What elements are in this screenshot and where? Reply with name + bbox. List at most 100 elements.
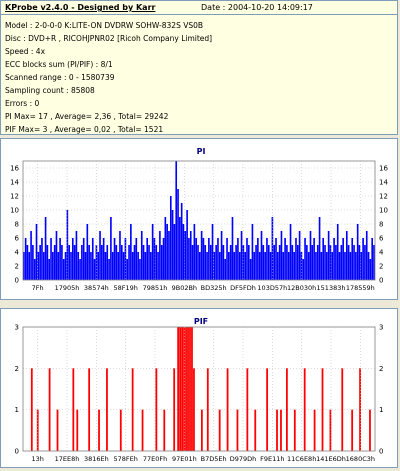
pi-bar — [155, 245, 158, 280]
pi-bar — [66, 210, 69, 280]
pi-bar — [307, 252, 310, 280]
pi-bar — [82, 238, 85, 280]
pif-bar — [187, 327, 189, 451]
pi-x-tick-label: 178559h — [346, 284, 375, 292]
pi-bar — [197, 245, 199, 280]
pif-bar — [359, 368, 361, 451]
pi-bar — [46, 245, 49, 280]
pi-bar — [209, 245, 212, 280]
pif-bar — [206, 368, 209, 451]
info-ecc-blocks: ECC blocks sum (PI/PIF) : 8/1 — [5, 60, 113, 69]
pif-chart-title: PIF — [194, 317, 208, 326]
pi-y-tick-right: 8 — [379, 221, 383, 229]
pif-bar — [106, 368, 108, 451]
pi-bar — [79, 259, 81, 280]
pi-y-tick-right: 6 — [379, 235, 384, 243]
pi-bar — [182, 224, 185, 280]
pi-y-tick-right: 2 — [379, 263, 383, 271]
pi-bar — [318, 217, 321, 280]
pi-bar — [175, 161, 178, 280]
app-title: KProbe v2.4.0 - Designed by Karr — [5, 3, 156, 12]
pi-bar — [180, 203, 183, 280]
pi-bar — [30, 231, 32, 280]
pi-x-tick-label: 12B030h — [287, 284, 316, 292]
info-model: Model : 2-0-0-0 K:LITE-ON DVDRW SOHW-832… — [5, 21, 204, 30]
pi-bar — [320, 252, 323, 280]
pi-bar — [220, 231, 223, 280]
pif-bar — [193, 368, 195, 451]
pi-y-tick-left: 16 — [10, 165, 19, 173]
pif-bar — [183, 327, 185, 451]
pi-bar — [302, 259, 305, 280]
pi-bar — [102, 238, 105, 280]
pi-bar — [169, 196, 172, 280]
pi-y-tick-left: 8 — [15, 221, 19, 229]
pi-bar — [296, 245, 299, 280]
pi-bar — [81, 245, 83, 280]
pif-y-tick-right: 2 — [379, 365, 383, 373]
pif-y-tick-left: 1 — [15, 406, 19, 414]
pi-bar — [373, 245, 375, 280]
pi-bar — [199, 252, 201, 280]
pif-bar — [246, 368, 249, 451]
pi-bar — [164, 217, 167, 280]
pi-bar — [364, 245, 366, 280]
pi-bar — [360, 252, 363, 280]
pif-y-tick-right: 1 — [379, 406, 383, 414]
pif-bar — [98, 409, 100, 451]
pi-bar — [293, 252, 295, 280]
pif-bar — [189, 327, 191, 451]
pi-bar — [140, 231, 143, 280]
pi-x-tick-label: 9B02Bh — [172, 284, 197, 292]
pi-bar — [177, 189, 179, 280]
pi-bar — [117, 252, 119, 280]
pi-bar — [217, 238, 219, 280]
pif-bar — [48, 368, 51, 451]
pi-bar — [33, 259, 36, 280]
pi-bar — [28, 252, 31, 280]
pi-y-tick-right: 12 — [379, 193, 388, 201]
pi-bar — [287, 252, 290, 280]
pi-y-tick-right: 4 — [379, 249, 384, 257]
pif-bar — [56, 409, 59, 451]
pi-bar — [237, 238, 239, 280]
pi-bar — [179, 217, 181, 280]
pi-bar — [309, 231, 312, 280]
pif-bar — [200, 409, 203, 451]
pif-x-tick-label: 1680C3h — [346, 455, 375, 463]
pi-bar — [226, 238, 228, 280]
pi-y-tick-left: 2 — [15, 263, 19, 271]
pi-bar — [211, 224, 214, 280]
pif-x-tick-label: 77E0Fh — [143, 455, 167, 463]
pif-plot-frame — [22, 326, 376, 452]
pi-bar — [247, 245, 250, 280]
pif-bar — [266, 368, 269, 451]
pi-y-tick-right: 0 — [379, 277, 383, 285]
info-sampling-count: Sampling count : 85808 — [5, 86, 95, 95]
pif-x-tick-label: 141E6Dh — [316, 455, 346, 463]
pi-bar — [142, 245, 145, 280]
pif-bar — [36, 409, 39, 451]
pi-plot-frame — [22, 160, 376, 281]
pi-bar — [304, 238, 306, 280]
pi-bar — [289, 224, 292, 280]
pi-bar — [273, 245, 276, 280]
pi-bar — [151, 224, 154, 280]
pif-bar — [303, 368, 306, 451]
pi-bar — [329, 245, 332, 280]
pi-bar — [111, 252, 114, 280]
pi-bar — [61, 245, 63, 280]
pi-bar — [95, 245, 98, 280]
pi-bar — [224, 259, 227, 280]
pif-x-tick-label: 97E01h — [172, 455, 197, 463]
pi-bar — [166, 224, 168, 280]
pi-bar — [184, 231, 187, 280]
pi-bar — [77, 252, 80, 280]
pi-bar — [371, 238, 373, 280]
pif-bar — [131, 368, 134, 451]
pif-bar — [321, 368, 324, 451]
pi-bar — [284, 238, 286, 280]
pi-bar — [324, 245, 326, 280]
pi-bar — [200, 231, 203, 280]
pi-x-tick-label: 103D57h — [257, 284, 287, 292]
